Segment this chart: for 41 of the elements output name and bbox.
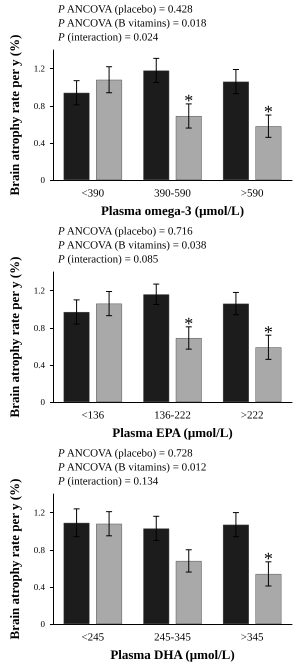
text: P ANCOVA (placebo) = 0.728 <box>57 448 194 460</box>
annotation: * <box>184 90 194 110</box>
text: P ANCOVA (B vitamins) = 0.012 <box>57 462 206 474</box>
y-axis-title: Brain atrophy rate per y (%) <box>7 256 22 418</box>
y-tick-label: 0 <box>40 619 46 630</box>
y-tick-label: 1.2 <box>34 508 45 518</box>
annotation: * <box>184 313 194 334</box>
y-tick-label: 0.4 <box>34 360 46 370</box>
text: P (interaction) = 0.085 <box>57 254 159 266</box>
y-tick-label: 1.2 <box>34 286 45 296</box>
x-tick-label: >222 <box>240 410 264 422</box>
x-tick-label: >345 <box>240 632 264 644</box>
text: P ANCOVA (B vitamins) = 0.038 <box>57 240 207 252</box>
y-tick-label: 0.4 <box>34 582 46 592</box>
x-tick-label: 390-590 <box>154 188 192 200</box>
annotation: * <box>264 322 273 342</box>
y-tick-label: 0 <box>40 175 46 186</box>
annotation: * <box>264 102 273 122</box>
y-tick-label: 0.4 <box>34 138 46 148</box>
x-tick-label: >590 <box>240 188 264 200</box>
y-tick-label: 0 <box>40 397 46 408</box>
x-axis-title: Plasma EPA (μmol/L) <box>112 425 233 440</box>
y-tick-label: 0.8 <box>34 100 46 111</box>
text: P ANCOVA (placebo) = 0.428 <box>57 4 194 16</box>
y-tick-label: 0.8 <box>34 322 46 333</box>
x-tick-label: 136-222 <box>154 410 191 422</box>
text: P ANCOVA (B vitamins) = 0.018 <box>57 18 207 30</box>
text: P ANCOVA (placebo) = 0.716 <box>57 226 194 238</box>
x-axis-title: Plasma DHA (μmol/L) <box>110 647 235 662</box>
x-tick-label: <390 <box>81 188 105 200</box>
text: P (interaction) = 0.024 <box>57 32 159 44</box>
x-tick-label: <245 <box>81 632 105 644</box>
y-axis-title: Brain atrophy rate per y (%) <box>7 34 22 196</box>
y-axis-title: Brain atrophy rate per y (%) <box>7 478 22 640</box>
x-tick-label: 245-345 <box>154 632 192 644</box>
y-tick-label: 0.8 <box>34 544 46 555</box>
annotation: * <box>264 548 273 568</box>
x-axis-title: Plasma omega-3 (μmol/L) <box>100 203 244 218</box>
y-tick-label: 1.2 <box>34 64 45 74</box>
text: P (interaction) = 0.134 <box>57 476 159 488</box>
x-tick-label: <136 <box>81 410 105 422</box>
